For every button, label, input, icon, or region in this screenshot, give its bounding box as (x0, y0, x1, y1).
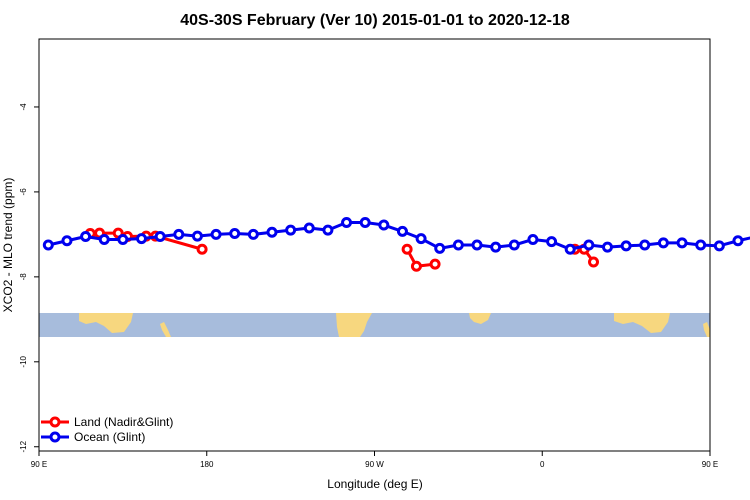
x-tick-label: 90 W (365, 460, 384, 469)
y-tick-label: -6 (19, 188, 28, 196)
ocean-data-point (713, 240, 725, 252)
legend-label-ocean: Ocean (Glint) (74, 430, 145, 444)
legend-label-land: Land (Nadir&Glint) (74, 415, 173, 429)
chart-title: 40S-30S February (Ver 10) 2015-01-01 to … (180, 12, 570, 29)
series-layer (42, 216, 750, 272)
legend-swatch-land-marker (49, 416, 61, 428)
ocean-data-point (564, 243, 576, 255)
x-tick-label: 180 (200, 460, 214, 469)
land-data-point (401, 243, 413, 255)
ocean-data-point (490, 241, 502, 253)
legend: Land (Nadir&Glint) Ocean (Glint) (41, 415, 173, 444)
ocean-data-point (471, 239, 483, 251)
australia-landmass-repeat (614, 313, 670, 333)
new-zealand-landmass-repeat (703, 322, 710, 337)
ocean-data-point (229, 228, 241, 240)
ocean-data-point (546, 236, 558, 248)
ocean-data-point (98, 233, 110, 245)
ocean-data-point (415, 233, 427, 245)
ocean-data-point (285, 224, 297, 236)
y-tick-label: -8 (19, 273, 28, 281)
ocean-data-point (136, 233, 148, 245)
land-data-point (588, 256, 600, 268)
land-data-point (410, 260, 422, 272)
ocean-data-point (80, 231, 92, 243)
y-tick-label: -4 (19, 103, 28, 111)
ocean-data-point (396, 225, 408, 237)
ocean-data-point (210, 228, 222, 240)
ocean-data-point (527, 233, 539, 245)
ocean-data-point (695, 239, 707, 251)
ocean-data-point (639, 239, 651, 251)
ocean-data-point (620, 240, 632, 252)
x-tick-label: 90 E (31, 460, 47, 469)
ocean-data-point (322, 224, 334, 236)
ocean-data-point (378, 219, 390, 231)
legend-item-ocean: Ocean (Glint) (41, 430, 145, 444)
ocean-data-point (452, 239, 464, 251)
x-tick-label: 90 E (702, 460, 718, 469)
ocean-data-point (676, 237, 688, 249)
ocean-data-point (341, 216, 353, 228)
x-axis-label: Longitude (deg E) (327, 477, 422, 491)
new-zealand-landmass (160, 322, 171, 337)
legend-item-land: Land (Nadir&Glint) (41, 415, 173, 429)
ocean-data-point (61, 235, 73, 247)
africa-landmass (469, 313, 491, 324)
y-axis-label: XCO2 - MLO trend (ppm) (1, 178, 15, 313)
land-data-point (429, 258, 441, 270)
legend-swatch-ocean-marker (49, 431, 61, 443)
ocean-data-point (434, 242, 446, 254)
ocean-data-point (359, 216, 371, 228)
ocean-data-point (191, 230, 203, 242)
ocean-data-point (173, 228, 185, 240)
x-axis: 90 E 180 90 W 0 90 E (31, 451, 718, 469)
ocean-data-point (657, 237, 669, 249)
ocean-data-point (117, 233, 129, 245)
y-axis: -4 -6 -8 -10 -12 (19, 103, 39, 453)
ocean-data-point (601, 241, 613, 253)
land-data-point (196, 243, 208, 255)
y-tick-label: -12 (19, 440, 28, 452)
ocean-data-point (583, 239, 595, 251)
south-america-landmass (336, 313, 372, 337)
australia-landmass (79, 313, 133, 333)
ocean-data-point (154, 231, 166, 243)
ocean-data-point (732, 235, 744, 247)
ocean-data-point (303, 222, 315, 234)
ocean-band (39, 313, 710, 337)
ocean-data-point (42, 239, 54, 251)
ocean-data-point (266, 226, 278, 238)
ocean-data-point (247, 228, 259, 240)
x-tick-label: 0 (540, 460, 545, 469)
map-strip (39, 313, 710, 337)
ocean-data-point (508, 239, 520, 251)
y-tick-label: -10 (19, 355, 28, 367)
